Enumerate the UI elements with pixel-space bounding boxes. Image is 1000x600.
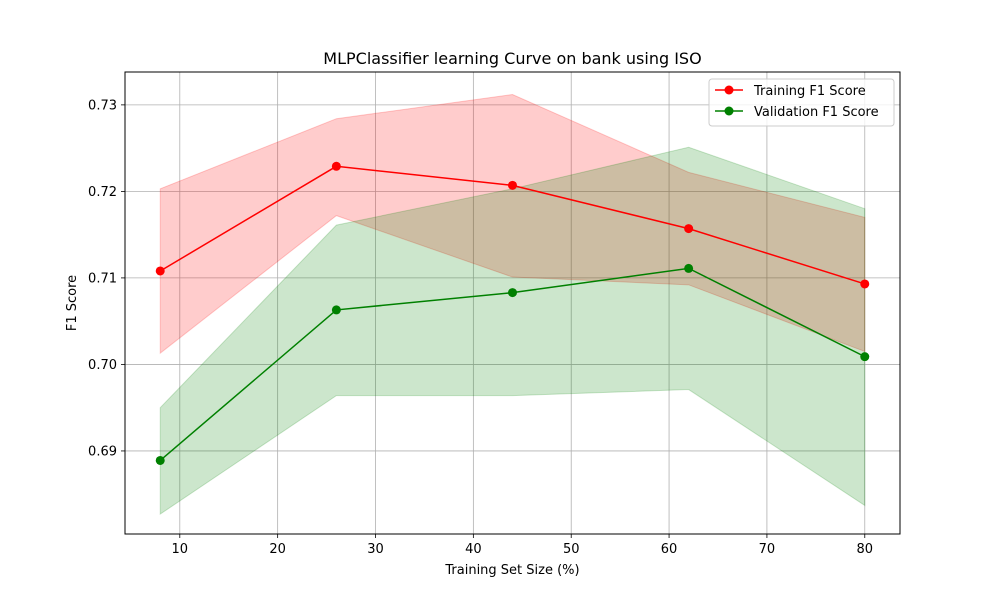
validation-data-point <box>684 263 694 273</box>
legend-box <box>708 78 895 127</box>
training-confidence-band <box>159 93 866 355</box>
y-axis-ticks: 0.69 0.70 0.71 0.72 0.73 <box>88 98 125 459</box>
validation-data-point <box>860 352 870 362</box>
y-tick-label: 0.71 <box>88 271 117 286</box>
legend: Training F1 Score Validation F1 Score <box>708 78 895 127</box>
y-axis-label: F1 Score <box>65 275 80 331</box>
x-axis-ticks: 10 20 30 40 50 60 70 80 <box>172 534 873 557</box>
validation-data-point <box>508 288 517 298</box>
validation-data-point <box>331 305 341 315</box>
x-tick-label: 50 <box>563 542 580 557</box>
validation-data-point <box>155 455 165 465</box>
grid <box>125 72 900 534</box>
x-tick-label: 20 <box>269 542 286 557</box>
x-axis-label: Training Set Size (%) <box>444 563 579 578</box>
training-data-point <box>684 224 694 234</box>
x-tick-label: 10 <box>172 542 189 557</box>
series-markers <box>155 161 870 465</box>
legend-label-validation: Validation F1 Score <box>754 105 879 120</box>
training-data-point <box>508 180 517 190</box>
training-data-point <box>331 161 341 171</box>
training-data-point <box>155 266 165 276</box>
validation-confidence-band <box>159 146 866 516</box>
y-tick-label: 0.72 <box>88 185 117 200</box>
x-tick-label: 40 <box>465 542 482 557</box>
y-tick-label: 0.73 <box>88 98 117 113</box>
x-tick-label: 80 <box>856 542 873 557</box>
legend-marker-training <box>724 85 734 95</box>
plot-frame <box>124 71 901 535</box>
chart-title: MLPClassifier learning Curve on bank usi… <box>323 49 701 68</box>
y-tick-label: 0.69 <box>88 444 117 459</box>
x-tick-label: 30 <box>367 542 384 557</box>
legend-label-training: Training F1 Score <box>753 84 866 99</box>
x-tick-label: 70 <box>759 542 776 557</box>
x-tick-label: 60 <box>661 542 678 557</box>
legend-marker-validation <box>724 106 734 116</box>
confidence-bands <box>159 93 866 516</box>
training-data-point <box>860 279 870 289</box>
y-tick-label: 0.70 <box>88 358 117 373</box>
